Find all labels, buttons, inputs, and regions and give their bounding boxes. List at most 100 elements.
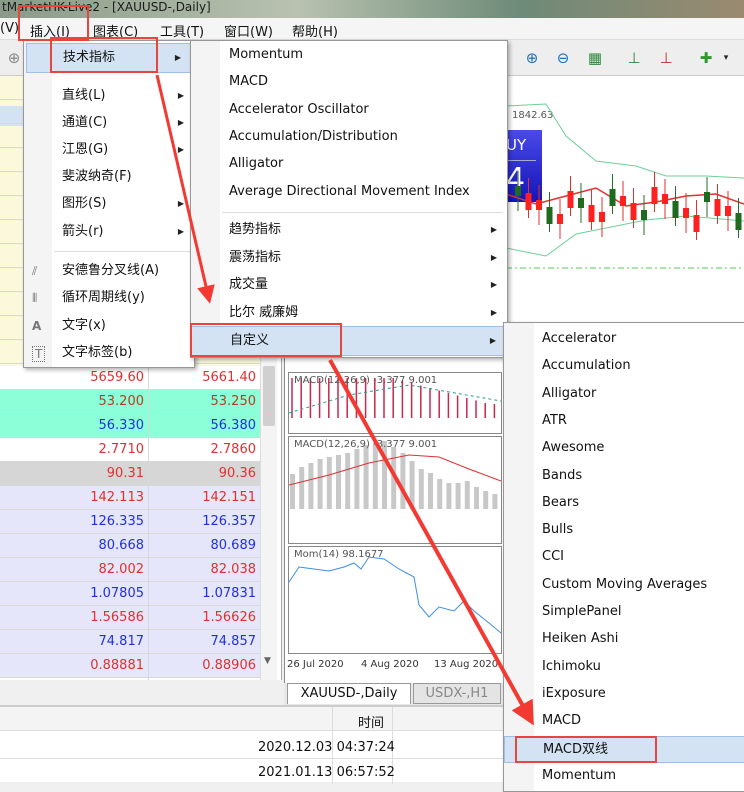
market-watch-row[interactable]: 126.335 126.357 bbox=[0, 510, 260, 534]
scroll-down-icon[interactable]: ▼ bbox=[264, 656, 271, 666]
menu-item-custom-indicator[interactable]: Awesome bbox=[542, 440, 605, 456]
market-watch-row[interactable]: 1.07805 1.07831 bbox=[0, 582, 260, 606]
menu-insert[interactable]: 插入(I) bbox=[30, 25, 70, 40]
menu-item-text-label[interactable]: T 文字标签(b) bbox=[24, 340, 194, 366]
tile-windows-icon[interactable]: ▦ bbox=[587, 49, 603, 67]
macd-histogram-bar bbox=[326, 457, 332, 509]
menu-item-accelerator-oscillator[interactable]: Accelerator Oscillator bbox=[229, 102, 369, 117]
menu-view[interactable]: (V) bbox=[0, 21, 20, 36]
macd-histogram-bar bbox=[372, 443, 378, 509]
bid-cell: 80.668 bbox=[98, 538, 145, 553]
ask-cell: 0.88906 bbox=[202, 658, 256, 673]
menu-item-andrews-pitchfork[interactable]: ⫽ 安德鲁分叉线(A) bbox=[24, 258, 194, 284]
menu-item-fibonacci[interactable]: 斐波纳奇(F) bbox=[62, 169, 132, 184]
momentum-line bbox=[288, 556, 502, 634]
macd-histogram-bar bbox=[409, 461, 415, 509]
menu-item-accumulation-distribution[interactable]: Accumulation/Distribution bbox=[229, 129, 398, 144]
text-label-icon: T bbox=[32, 346, 46, 362]
time-cell: 2020.12.03 04:37:24 bbox=[258, 740, 395, 755]
candle-body bbox=[620, 196, 626, 206]
bid-cell: 0.88881 bbox=[90, 658, 144, 673]
candle-body bbox=[662, 194, 668, 204]
momentum-plot bbox=[288, 556, 502, 634]
market-watch-row[interactable]: 0.88881 0.88906 bbox=[0, 654, 260, 678]
menu-item-custom-indicator[interactable]: CCI bbox=[542, 549, 564, 565]
market-watch-row[interactable]: 53.200 53.250 bbox=[0, 390, 260, 414]
menu-item-momentum[interactable]: Momentum bbox=[229, 47, 304, 62]
menu-help[interactable]: 帮助(H) bbox=[292, 25, 338, 40]
menu-item-custom-indicator[interactable]: Alligator bbox=[542, 385, 597, 401]
menu-item-alligator[interactable]: Alligator bbox=[229, 156, 284, 171]
market-watch-row[interactable]: 74.817 74.857 bbox=[0, 630, 260, 654]
bid-cell: 142.113 bbox=[90, 490, 144, 505]
macd-histogram-bar bbox=[455, 483, 461, 509]
momentum-pane: Mom(14) 98.1677 bbox=[288, 546, 502, 654]
menu-item-custom-indicator[interactable]: Bulls bbox=[542, 522, 574, 538]
market-watch-row[interactable]: 90.31 90.36 bbox=[0, 462, 260, 486]
menu-item-arrows[interactable]: 箭头(r) ▶ bbox=[62, 224, 184, 239]
buy-panel[interactable]: UY 4 bbox=[506, 130, 542, 202]
menu-item-adx[interactable]: Average Directional Movement Index bbox=[229, 184, 470, 199]
market-watch-row[interactable]: 82.002 82.038 bbox=[0, 558, 260, 582]
market-watch-row[interactable]: 1.56586 1.56626 bbox=[0, 606, 260, 630]
menu-item-custom-indicator[interactable]: MACD双线 bbox=[504, 735, 744, 763]
menu-item-custom-indicator[interactable]: Accelerator bbox=[542, 331, 617, 346]
macd-pane-1: MACD(12,26,9) -3.377 9.001 bbox=[288, 372, 502, 434]
menu-item-custom-indicator[interactable]: Custom Moving Averages bbox=[542, 576, 708, 592]
market-watch-row[interactable]: 5659.60 5661.40 bbox=[0, 366, 260, 390]
menu-item-custom-indicator[interactable]: ATR bbox=[542, 412, 567, 428]
menu-window[interactable]: 窗口(W) bbox=[224, 25, 273, 40]
add-indicator-icon[interactable]: ✚ bbox=[699, 49, 713, 67]
ask-cell: 1.56626 bbox=[202, 610, 256, 625]
menu-item-channels[interactable]: 通道(C) ▶ bbox=[62, 115, 184, 130]
menu-item-custom-indicator[interactable]: Momentum bbox=[542, 767, 617, 783]
menu-item-bill-williams[interactable]: 比尔 威廉姆 ▶ bbox=[229, 305, 497, 320]
market-watch-row[interactable]: 80.668 80.689 bbox=[0, 534, 260, 558]
market-watch-row[interactable]: 56.330 56.380 bbox=[0, 414, 260, 438]
terminal-panel: 时间 2020.12.03 04:37:24 2021.01.13 06:57:… bbox=[0, 705, 506, 784]
menu-item-custom-indicator[interactable]: SimplePanel bbox=[542, 604, 622, 619]
chart-shift-icon[interactable]: ⊥ bbox=[627, 49, 641, 67]
menu-item-technical-indicators[interactable]: 技术指标 ▶ bbox=[26, 43, 192, 73]
menu-item-volumes[interactable]: 成交量 ▶ bbox=[229, 277, 497, 292]
menu-item-custom-indicator[interactable]: Bands bbox=[542, 467, 583, 483]
market-watch-row[interactable]: 142.113 142.151 bbox=[0, 486, 260, 510]
right-chart[interactable]: 1842.63 UY 4 bbox=[506, 76, 744, 326]
menu-item-shapes[interactable]: 图形(S) ▶ bbox=[62, 196, 184, 211]
menu-charts[interactable]: 图表(C) bbox=[93, 25, 139, 40]
zoom-out-icon[interactable]: ⊖ bbox=[556, 49, 570, 67]
candle-body bbox=[599, 212, 605, 222]
scrollbar-thumb[interactable] bbox=[263, 366, 275, 426]
menu-item-custom-indicator[interactable]: iExposure bbox=[542, 685, 606, 701]
candle-body bbox=[536, 200, 542, 210]
menu-tools[interactable]: 工具(T) bbox=[160, 25, 205, 40]
bid-cell: 2.7710 bbox=[98, 442, 145, 457]
menu-item-lines[interactable]: 直线(L) ▶ bbox=[62, 88, 184, 103]
dropdown-arrow-icon[interactable]: ▾ bbox=[723, 53, 729, 63]
menu-item-custom-indicator[interactable]: Ichimoku bbox=[542, 658, 601, 674]
menu-item-gann[interactable]: 江恩(G) ▶ bbox=[62, 142, 184, 157]
candle-body bbox=[525, 193, 532, 210]
tab-usdx-h1[interactable]: USDX-,H1 bbox=[413, 683, 501, 704]
menu-item-oscillators[interactable]: 震荡指标 ▶ bbox=[229, 250, 497, 265]
menu-item-text[interactable]: A 文字(x) bbox=[24, 313, 194, 339]
menu-item-custom-indicator[interactable]: Heiken Ashi bbox=[542, 631, 619, 647]
market-watch-row[interactable]: 2.7710 2.7860 bbox=[0, 438, 260, 462]
autoscroll-icon[interactable]: ⊥ bbox=[659, 49, 673, 67]
menu-item-custom-indicator[interactable]: Bears bbox=[542, 494, 580, 510]
menu-item-custom-indicator[interactable]: Accumulation bbox=[542, 358, 631, 374]
menu-item-custom-indicator[interactable]: MACD bbox=[542, 713, 581, 729]
terminal-header bbox=[0, 707, 506, 731]
menu-item-macd[interactable]: MACD bbox=[229, 74, 268, 89]
tab-xauusd-daily[interactable]: XAUUSD-,Daily bbox=[287, 683, 411, 704]
menu-item-trend[interactable]: 趋势指标 ▶ bbox=[229, 222, 497, 237]
menu-item-custom[interactable]: 自定义 ▶ bbox=[191, 326, 507, 356]
column-header-time[interactable]: 时间 bbox=[358, 716, 385, 731]
crosshair-icon[interactable]: ⊕ bbox=[7, 49, 21, 67]
zoom-in-icon[interactable]: ⊕ bbox=[525, 49, 539, 67]
candle-body bbox=[588, 205, 595, 222]
menu-item-cycle-lines[interactable]: ⦀ 循环周期线(y) bbox=[24, 285, 194, 311]
annotation-box-custom bbox=[190, 323, 342, 357]
bid-cell: 90.31 bbox=[106, 466, 144, 481]
macd-histogram-bar bbox=[418, 469, 424, 509]
